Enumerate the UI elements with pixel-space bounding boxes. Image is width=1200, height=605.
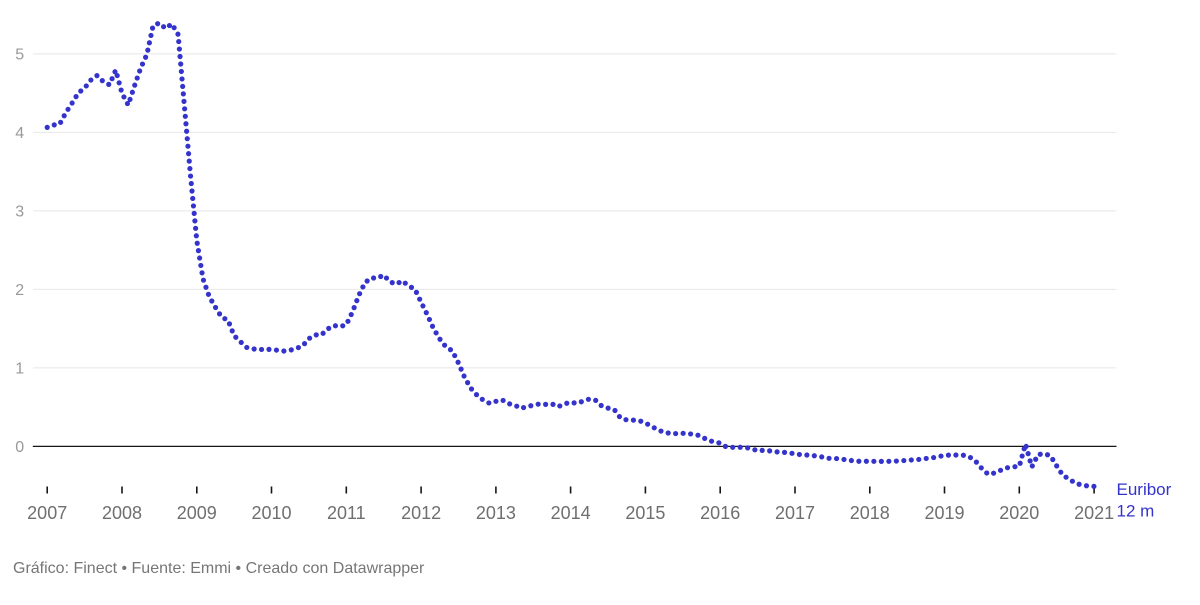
svg-text:3: 3 — [15, 204, 24, 221]
svg-text:2020: 2020 — [999, 503, 1039, 523]
svg-text:2015: 2015 — [625, 503, 665, 523]
svg-text:2012: 2012 — [401, 503, 441, 523]
svg-text:5: 5 — [15, 47, 24, 64]
svg-text:2007: 2007 — [27, 503, 67, 523]
svg-text:2: 2 — [15, 282, 24, 299]
svg-text:4: 4 — [15, 125, 24, 142]
svg-text:1: 1 — [15, 361, 24, 378]
svg-text:2010: 2010 — [251, 503, 291, 523]
svg-text:12 m: 12 m — [1117, 502, 1155, 521]
svg-text:2008: 2008 — [102, 503, 142, 523]
svg-text:2009: 2009 — [177, 503, 217, 523]
svg-text:2018: 2018 — [850, 503, 890, 523]
svg-text:2016: 2016 — [700, 503, 740, 523]
svg-text:2021: 2021 — [1074, 503, 1114, 523]
svg-text:0: 0 — [15, 439, 24, 456]
svg-text:Euribor: Euribor — [1117, 480, 1172, 499]
svg-text:2013: 2013 — [476, 503, 516, 523]
svg-text:2019: 2019 — [924, 503, 964, 523]
svg-text:2011: 2011 — [327, 503, 366, 523]
svg-text:2017: 2017 — [775, 503, 815, 523]
svg-text:2014: 2014 — [551, 503, 591, 523]
svg-text:Gráfico: Finect • Fuente: Emmi: Gráfico: Finect • Fuente: Emmi • Creado … — [13, 560, 425, 577]
